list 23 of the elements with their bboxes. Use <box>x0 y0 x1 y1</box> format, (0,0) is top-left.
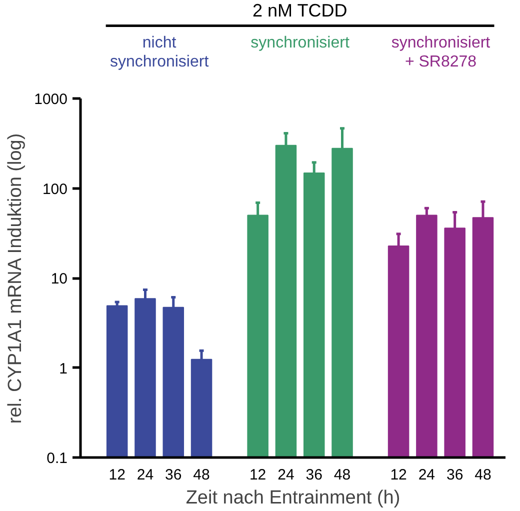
y-tick-label: 0.1 <box>46 450 68 467</box>
x-tick-label: 48 <box>193 466 210 484</box>
x-tick-label: 36 <box>165 466 182 484</box>
text: 2 nM TCDD <box>252 0 348 20</box>
y-axis-title: rel. CYP1A1 mRNA Induktion (log) <box>5 133 26 424</box>
y-tick-label: 1 <box>59 360 68 378</box>
x-tick-label: 36 <box>446 466 464 484</box>
x-tick-label: 24 <box>136 466 154 484</box>
x-tick-label: 24 <box>418 466 436 484</box>
x-tick-label: 12 <box>390 466 407 484</box>
text: nicht synchronisiert <box>110 34 210 70</box>
y-tick-label: 1000 <box>34 91 68 108</box>
x-tick-label: 12 <box>249 466 266 484</box>
x-axis-title: Zeit nach Entrainment (h) <box>186 488 400 508</box>
x-tick-label: 48 <box>334 466 351 484</box>
y-tick-label: 100 <box>42 180 68 198</box>
x-tick-label: 48 <box>474 466 492 484</box>
text: synchronisiert + SR8278 <box>391 34 491 70</box>
y-tick-label: 10 <box>50 270 68 288</box>
x-tick-label: 12 <box>108 466 126 484</box>
x-tick-label: 24 <box>278 466 294 484</box>
x-tick-label: 36 <box>306 466 322 484</box>
text: synchronisiert <box>250 34 350 52</box>
